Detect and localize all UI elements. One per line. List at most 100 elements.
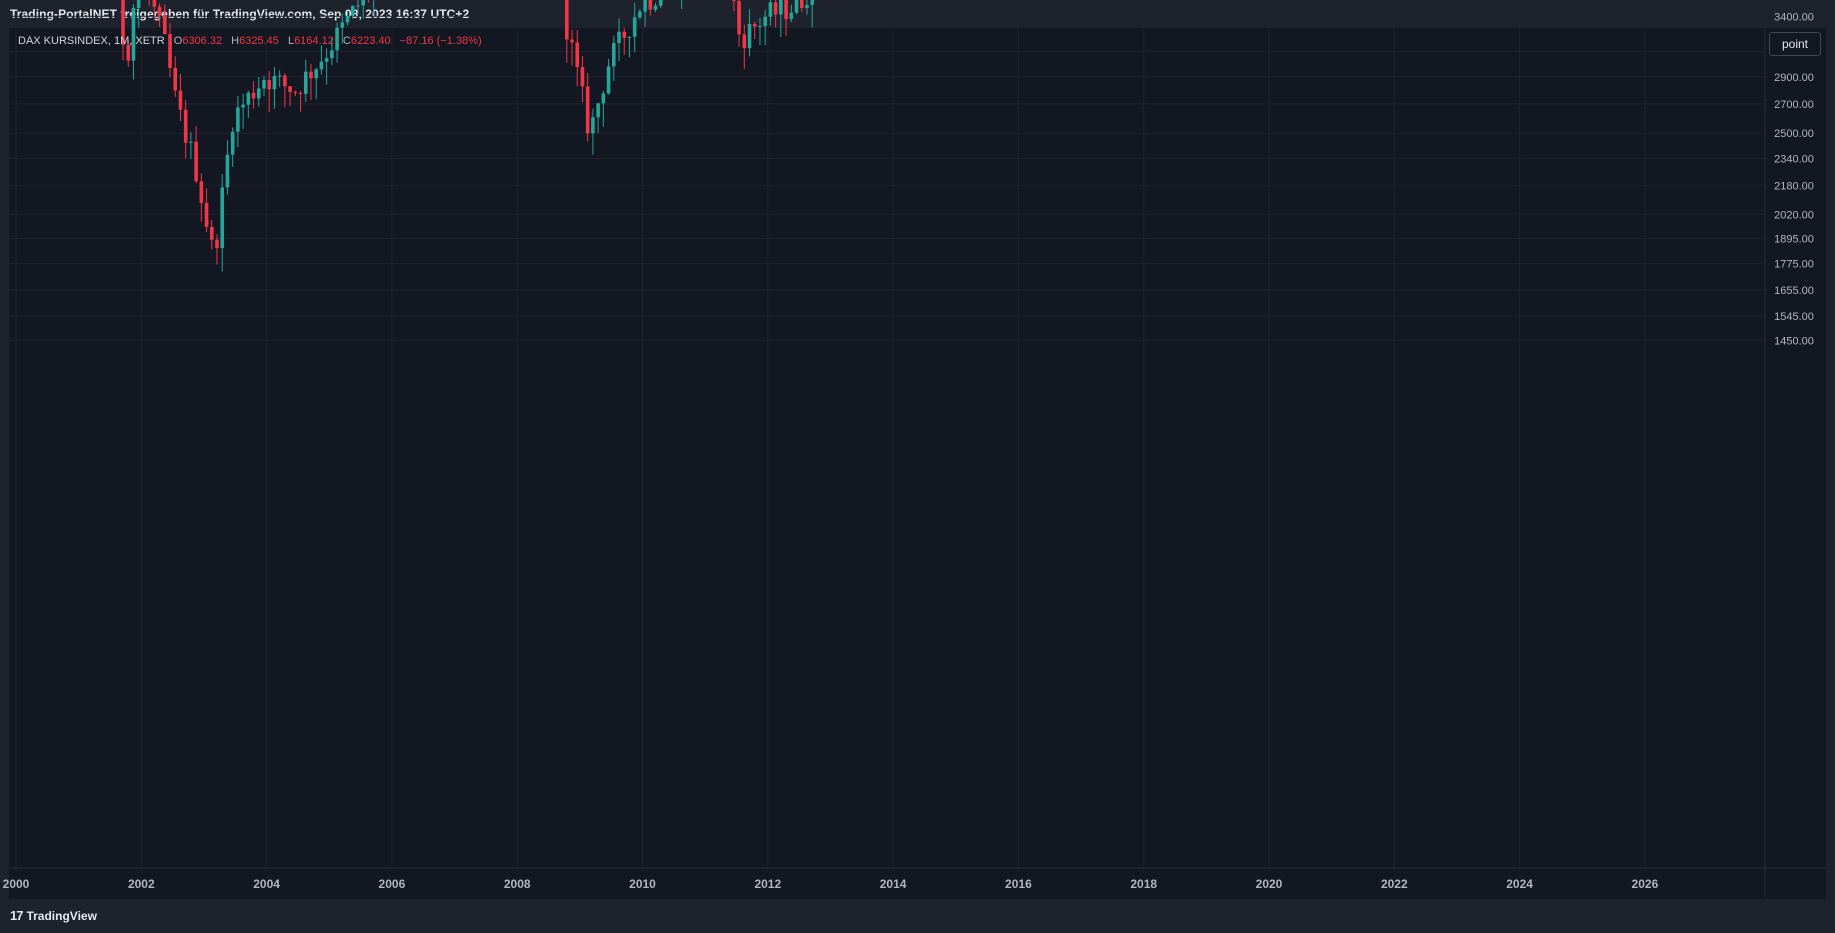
candle-body (246, 92, 251, 105)
candle-body (742, 34, 747, 49)
candle-body (173, 67, 178, 91)
candle-body (267, 80, 272, 90)
price-tick-label: 2700.00 (1774, 99, 1814, 111)
time-tick-label: 2020 (1256, 877, 1283, 891)
time-tick-label: 2006 (379, 877, 406, 891)
candle-body (784, 0, 788, 20)
candle-body (121, 0, 125, 45)
time-tick-label: 2024 (1506, 877, 1533, 891)
tradingview-logo-text: TradingView (26, 908, 97, 923)
price-tick-label: 2340.00 (1774, 153, 1814, 165)
candle-body (272, 75, 277, 90)
candle-body (627, 36, 632, 38)
candle-body (126, 44, 131, 61)
scale-mode-button[interactable]: point (1769, 32, 1821, 56)
candle-body (601, 93, 606, 104)
close-label: C (342, 35, 351, 47)
candle-body (356, 5, 360, 7)
candle-body (643, 0, 647, 12)
candle-body (330, 50, 334, 59)
candle-body (241, 104, 245, 108)
price-tick-label: 1895.00 (1774, 234, 1814, 246)
change-value: −87.16 (−1.38%) (399, 35, 482, 47)
time-tick-label: 2018 (1130, 877, 1157, 891)
candle-body (340, 22, 345, 28)
time-tick-label: 2014 (880, 877, 907, 891)
candle-body (157, 6, 162, 15)
candle-body (737, 0, 741, 35)
candle-body (168, 34, 172, 68)
candle-body (617, 31, 621, 43)
chart-pane[interactable] (9, 28, 1826, 899)
candle-body (350, 5, 355, 16)
candle-body (162, 14, 167, 35)
candle-body (345, 15, 350, 23)
time-tick-label: 2004 (253, 877, 280, 891)
tradingview-logo-icon: 17 (10, 908, 24, 923)
candle-body (752, 23, 757, 27)
candle-body (183, 109, 188, 143)
price-tick-label: 1545.00 (1774, 311, 1814, 323)
price-tick-label: 2020.00 (1774, 209, 1814, 221)
candle-body (611, 42, 616, 67)
candle-body (638, 11, 642, 18)
time-tick-label: 2012 (754, 877, 781, 891)
candle-body (763, 16, 767, 27)
candle-body (262, 80, 266, 89)
low-label: L (287, 35, 295, 47)
close-value: 6223.40 (350, 35, 391, 47)
candle-body (194, 141, 198, 182)
low-value: 6164.12 (294, 35, 334, 47)
price-tick-label: 2900.00 (1774, 72, 1814, 84)
candle-body (199, 181, 204, 203)
high-label: H (231, 35, 240, 47)
price-tick-label: 1655.00 (1774, 285, 1814, 297)
price-tick-label: 2500.00 (1774, 128, 1814, 140)
candle-body (324, 58, 329, 62)
open-label: O (173, 35, 183, 47)
candle-body (236, 107, 240, 132)
candle-body (570, 39, 574, 43)
open-value: 6306.32 (182, 35, 223, 47)
candle-body (789, 12, 794, 20)
candle-body (606, 66, 611, 94)
candle-body (758, 26, 762, 28)
candle-body (309, 71, 313, 79)
candle-body (622, 31, 627, 38)
candle-body (293, 92, 298, 94)
candle-body (575, 42, 580, 68)
top-bar: Trading-PortalNET freigegeben für Tradin… (0, 0, 1835, 26)
candle-body (178, 90, 183, 110)
candle-body (251, 92, 256, 99)
candle-body (768, 2, 773, 17)
time-tick-label: 2026 (1632, 877, 1659, 891)
candle-body (319, 61, 324, 70)
candle-body (580, 67, 585, 87)
candle-body (314, 69, 318, 79)
footer-bar (0, 902, 1835, 933)
candle-body (225, 154, 230, 188)
candle-body (591, 117, 595, 134)
candle-body (277, 75, 282, 77)
candle-body (805, 4, 809, 9)
candle-body (810, 0, 814, 5)
candle-body (653, 5, 658, 10)
price-tick-label: 1775.00 (1774, 258, 1814, 270)
candle-body (283, 75, 287, 87)
candle-body (632, 17, 637, 37)
candle-body (136, 0, 141, 8)
time-tick-label: 2022 (1381, 877, 1408, 891)
candle-body (256, 88, 261, 99)
candle-body (648, 0, 653, 10)
tradingview-logo[interactable]: 17 TradingView (10, 908, 97, 923)
candle-body (773, 2, 778, 15)
candle-body (152, 0, 157, 7)
candle-body (658, 0, 663, 6)
candle-body (215, 239, 219, 249)
time-tick-label: 2002 (128, 877, 155, 891)
candle-body (131, 7, 136, 61)
candle-body (732, 0, 736, 1)
candle-body (779, 0, 783, 15)
candle-body (204, 202, 209, 227)
